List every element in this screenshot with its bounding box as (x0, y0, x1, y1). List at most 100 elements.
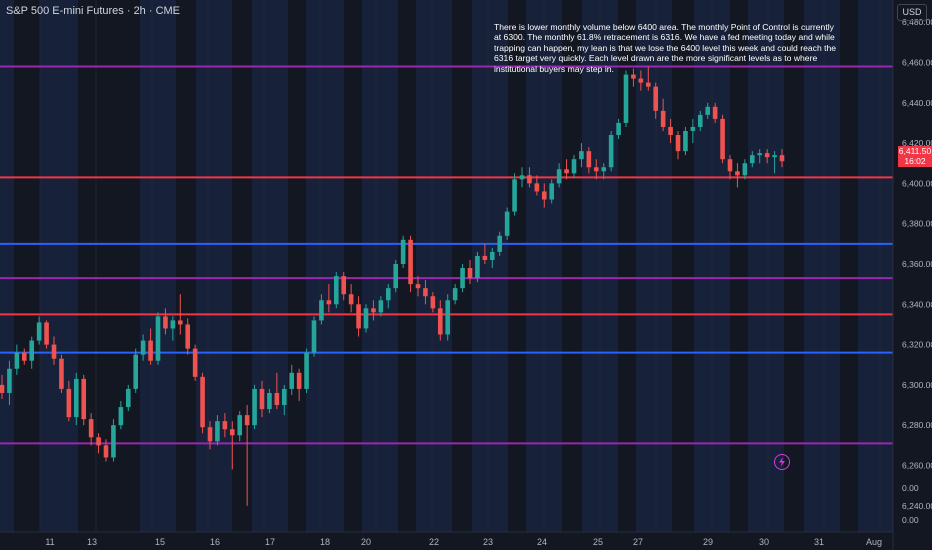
candle (14, 344, 20, 375)
time-tick-label: 25 (593, 537, 603, 547)
candle (504, 207, 510, 240)
candle-body (601, 167, 607, 172)
price-tick-label: 6,300.00 (902, 380, 932, 390)
candle-body (59, 358, 64, 389)
candle-body (7, 368, 12, 393)
candle (623, 70, 629, 127)
candle-body (229, 429, 235, 436)
price-tick-label: 6,460.00 (902, 57, 932, 67)
candle-body (735, 171, 740, 176)
candle (601, 163, 607, 180)
time-tick-label: 13 (87, 537, 97, 547)
candle-body (586, 151, 592, 168)
lightning-icon[interactable] (774, 454, 790, 470)
candle (549, 179, 555, 204)
candle-body (757, 153, 763, 156)
candle-body (44, 322, 49, 345)
candle (229, 421, 235, 470)
candle-body (378, 300, 384, 313)
candle (683, 126, 688, 156)
candle (400, 235, 406, 269)
candle-body (541, 191, 547, 200)
candle (556, 163, 562, 188)
candle (638, 70, 644, 91)
candle-body (96, 437, 101, 446)
candle (408, 235, 413, 293)
candle-body (571, 159, 577, 174)
candle (772, 151, 777, 174)
candle (118, 401, 124, 430)
candle-body (148, 340, 153, 361)
candle-body (185, 324, 191, 349)
bar-countdown: 16:02 (904, 156, 926, 166)
candle (579, 143, 584, 168)
candle-body (289, 372, 295, 389)
candle-body (497, 235, 503, 252)
candle-body (623, 74, 629, 123)
shade-band (416, 0, 452, 532)
candle-body (163, 316, 168, 329)
candle (73, 372, 79, 426)
candle-body (304, 352, 309, 389)
price-tick-label: 6,400.00 (902, 178, 932, 188)
shade-band (804, 0, 840, 532)
time-tick-label: 16 (210, 537, 220, 547)
annotation-note[interactable]: There is lower monthly volume below 6400… (494, 22, 837, 74)
price-tick-label: 6,280.00 (902, 420, 932, 430)
candle (103, 439, 109, 462)
symbol-title[interactable]: S&P 500 E-mini Futures · 2h · CME (6, 5, 181, 17)
price-axis[interactable]: 6,480.00 6,460.00 6,440.00 6,420.00 6,400.00… (902, 17, 932, 525)
candle-body (660, 110, 666, 127)
candle (415, 276, 421, 297)
candle (244, 405, 250, 506)
candle-body (222, 421, 228, 430)
time-axis[interactable]: 11 13 15 16 17 18 20 22 23 24 25 27 29 30 31 Aug (45, 537, 882, 547)
candle (593, 159, 599, 180)
candle (475, 251, 480, 283)
candle (207, 421, 213, 450)
candle-body (749, 155, 755, 164)
candle-body (81, 378, 87, 420)
candle (304, 348, 309, 393)
candle (296, 368, 302, 402)
shade-band (140, 0, 176, 532)
candle-body (363, 308, 369, 329)
candle (125, 384, 131, 412)
candle (267, 388, 272, 414)
candle-body (36, 322, 42, 341)
shade-band (362, 0, 398, 532)
candle (519, 167, 525, 188)
candle (163, 308, 168, 335)
candle (274, 372, 280, 410)
time-tick-label: 24 (537, 537, 547, 547)
candle-body (371, 308, 376, 313)
candle-body (638, 78, 644, 83)
candle-body (259, 388, 265, 410)
candle-body (111, 425, 116, 458)
candle (385, 284, 391, 309)
candle (36, 316, 42, 345)
candle (564, 159, 569, 180)
candle-body (683, 130, 688, 152)
time-tick-label: 23 (483, 537, 493, 547)
candle (222, 413, 228, 438)
currency-badge[interactable]: USD (897, 4, 927, 21)
candle-body (512, 179, 517, 212)
candle-body (645, 82, 651, 87)
candle (96, 433, 101, 454)
price-tick-label: 6,320.00 (902, 340, 932, 350)
candle-body (727, 159, 733, 172)
candle (631, 68, 636, 87)
candle-body (296, 372, 302, 389)
candle (59, 354, 64, 393)
candle (705, 102, 711, 119)
candle-body (252, 388, 257, 426)
candle-body (697, 114, 703, 127)
candle-body (690, 126, 696, 131)
candle (140, 334, 146, 361)
shade-band (306, 0, 344, 532)
candle (534, 175, 540, 196)
candle-body (192, 348, 198, 377)
candle-body (274, 392, 280, 406)
